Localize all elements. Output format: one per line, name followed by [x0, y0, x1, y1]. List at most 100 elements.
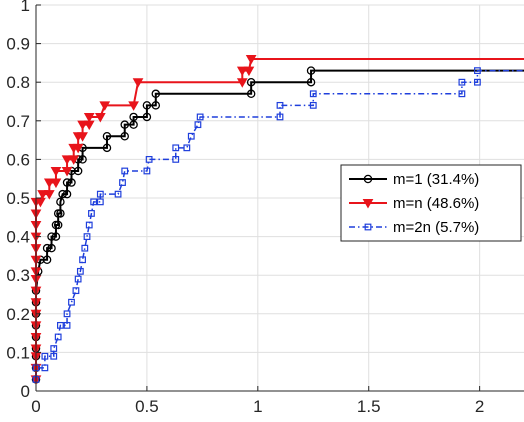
legend-label: m=1 (31.4%) [393, 171, 479, 188]
data-point [94, 112, 106, 123]
data-point [120, 131, 129, 141]
data-point [78, 155, 87, 164]
data-point [243, 66, 255, 77]
data-point [129, 112, 138, 122]
data-point [362, 199, 374, 209]
data-point [309, 90, 317, 98]
data-point [236, 66, 248, 77]
x-tick-label: 1.5 [357, 397, 381, 416]
data-point [183, 144, 191, 152]
data-point [142, 112, 152, 122]
data-point [96, 198, 104, 206]
axes: 0 0.1 0.2 0.3 0.4 0.5 0.6 0.7 0.8 0.9 1 0 0.5 1 1.5 2 [6, 0, 524, 416]
data-point [458, 90, 466, 98]
y-tick-label: 1 [21, 0, 30, 15]
data-point [245, 55, 257, 65]
data-point [196, 113, 204, 121]
legend-label: m=2n (5.7%) [393, 219, 479, 236]
data-point [56, 209, 65, 218]
x-tick-label: 1 [253, 397, 262, 416]
data-point [68, 155, 80, 165]
data-point [172, 144, 180, 152]
data-point [142, 101, 152, 110]
data-point [143, 167, 151, 175]
data-point [63, 310, 71, 318]
data-point [77, 132, 88, 142]
data-point [37, 190, 49, 200]
data-point [63, 321, 71, 329]
data-point [306, 66, 316, 75]
y-tick-label: 0.2 [6, 305, 30, 324]
data-point [77, 120, 88, 131]
data-point [50, 345, 58, 352]
data-point [90, 198, 98, 206]
data-point [47, 243, 56, 253]
data-point [474, 78, 481, 86]
data-point [51, 232, 61, 241]
x-tick-label: 0 [31, 397, 40, 416]
data-point [474, 67, 481, 75]
data-point [363, 174, 373, 184]
data-point [62, 189, 72, 199]
y-tick-label: 0.9 [6, 35, 30, 54]
data-point [50, 178, 62, 189]
x-tick-label: 0.5 [135, 397, 159, 416]
data-point [458, 78, 466, 86]
data-point [56, 197, 65, 207]
y-tick-label: 0.7 [6, 112, 30, 131]
data-point [276, 113, 284, 121]
data-point [132, 78, 144, 88]
data-point [172, 156, 180, 163]
series-2 [32, 67, 524, 383]
data-point [83, 112, 95, 123]
data-point [72, 143, 84, 154]
data-point [43, 178, 55, 189]
data-point [83, 233, 91, 241]
data-point [43, 190, 55, 200]
data-point [61, 166, 73, 177]
data-point [96, 190, 104, 198]
series-line [35, 69, 524, 380]
data-point [114, 190, 122, 198]
data-point [67, 178, 76, 187]
data-point [276, 101, 284, 109]
data-point [79, 256, 86, 264]
data-point [50, 352, 58, 360]
data-point [61, 155, 73, 165]
data-point [88, 210, 95, 217]
y-tick-label: 0.5 [6, 189, 30, 208]
y-tick-label: 0.1 [6, 343, 30, 362]
data-point [41, 352, 49, 360]
series-layer [30, 55, 524, 385]
data-point [81, 244, 89, 252]
data-point [74, 275, 82, 283]
data-point [56, 321, 64, 329]
data-point [54, 333, 62, 341]
data-point [119, 179, 126, 186]
data-point [62, 178, 72, 187]
data-point [42, 243, 52, 253]
data-point [128, 101, 139, 111]
x-tick-label: 2 [475, 397, 484, 416]
data-point [194, 121, 202, 129]
data-point [85, 221, 93, 229]
series-1 [30, 55, 524, 385]
data-point [151, 101, 161, 110]
data-point [102, 131, 112, 141]
data-point [187, 132, 195, 140]
y-tick-label: 0.8 [6, 73, 30, 92]
data-point [58, 189, 67, 199]
data-point [68, 298, 75, 306]
data-point [47, 232, 56, 241]
y-tick-label: 0 [21, 382, 30, 401]
data-point [50, 166, 62, 177]
y-tick-label: 0.6 [6, 150, 30, 169]
y-tick-label: 0.4 [6, 228, 30, 247]
data-point [121, 167, 129, 175]
data-point [73, 166, 83, 176]
data-point [246, 77, 256, 87]
legend-label: m=n (48.6%) [393, 195, 479, 212]
data-point [102, 143, 112, 153]
data-point [309, 101, 317, 109]
